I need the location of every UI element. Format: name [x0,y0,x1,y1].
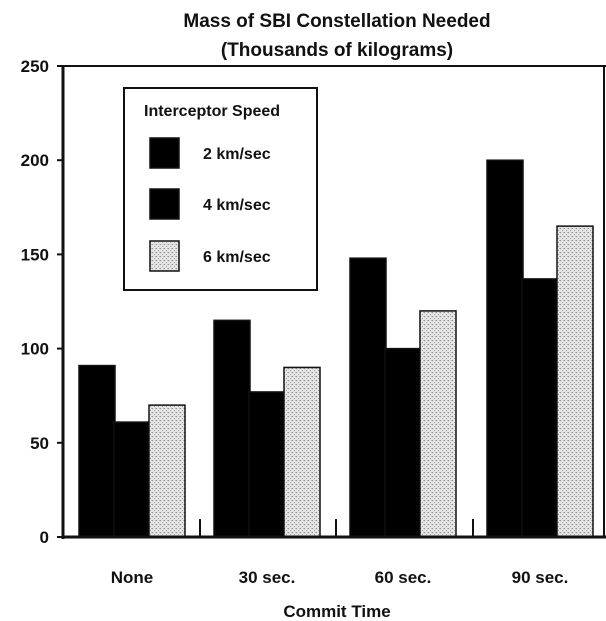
bar-1-3 [148,404,186,538]
x-axis-title: Commit Time [283,602,390,621]
bar-3-1 [349,257,387,538]
bar-3-3 [419,310,457,538]
bar-2-2 [248,391,286,538]
chart-subtitle: (Thousands of kilograms) [221,40,453,61]
bar-4-1 [486,159,524,538]
x-tick-label: 30 sec. [239,568,296,587]
plot-area: 0 50 100 150 200 250 None 30 sec. 60 sec. 90 sec.… [21,57,606,587]
bar-3-2 [384,347,422,538]
bar-4-3 [556,225,594,538]
bar-1-2 [113,421,151,538]
bar-4-2 [521,278,559,538]
legend-swatch [149,137,180,169]
y-tick-label: 150 [21,245,49,264]
bar-2-1 [213,319,251,538]
y-tick-label: 250 [21,57,49,76]
x-tick-label: 60 sec. [375,568,432,587]
y-tick-label: 50 [30,434,49,453]
bar-2-3 [283,366,321,538]
legend-label: 2 km/sec [203,146,271,163]
y-tick-label: 0 [40,528,49,547]
bar-1-1 [78,364,116,538]
chart-title: Mass of SBI Constellation Needed [183,11,490,32]
legend-swatch [149,240,180,272]
x-tick-label: 90 sec. [512,568,569,587]
y-tick-label: 200 [21,151,49,170]
legend-swatch [149,188,180,220]
x-tick-label: None [111,568,154,587]
legend-title: Interceptor Speed [144,103,280,120]
legend-label: 6 km/sec [203,249,271,266]
legend-label: 4 km/sec [203,197,271,214]
y-tick-label: 100 [21,340,49,359]
